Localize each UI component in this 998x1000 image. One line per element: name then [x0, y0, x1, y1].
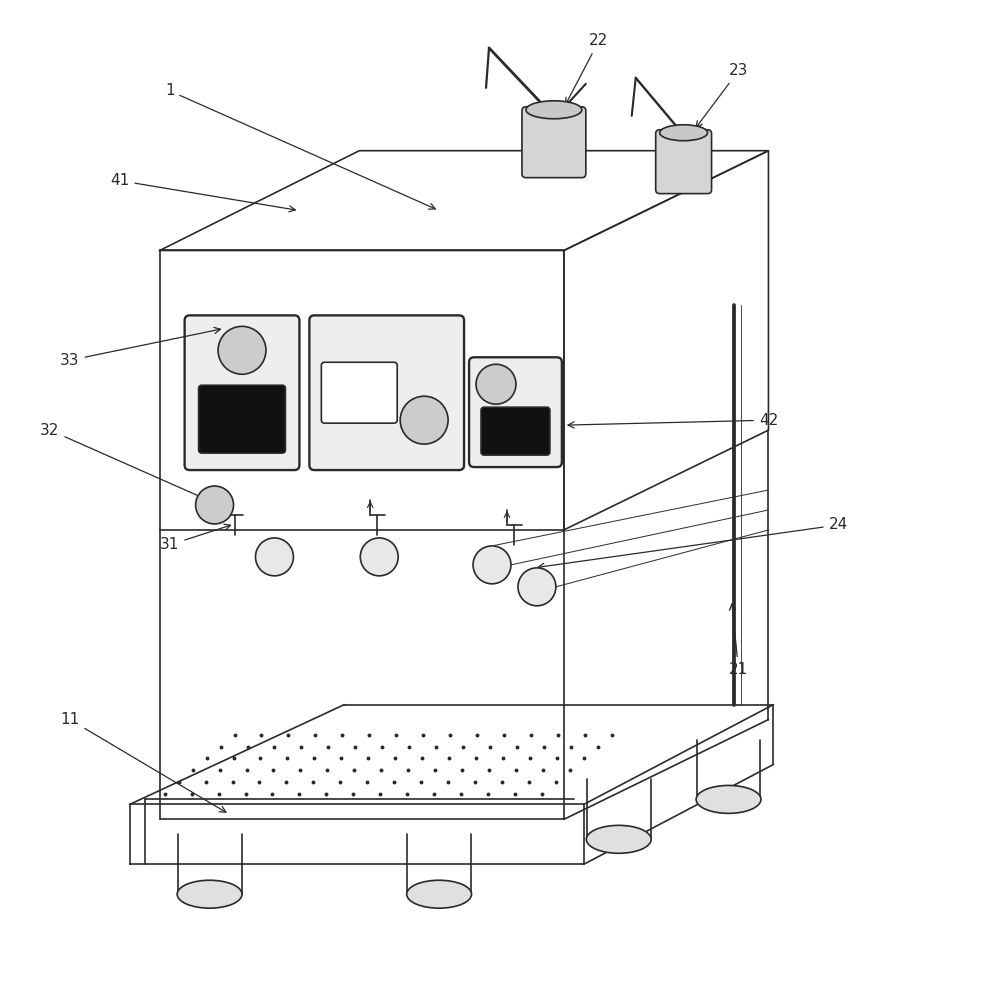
Text: 31: 31: [160, 524, 231, 552]
Text: 24: 24: [538, 517, 848, 569]
Circle shape: [476, 364, 516, 404]
Text: 32: 32: [40, 423, 211, 502]
Circle shape: [255, 538, 293, 576]
FancyBboxPatch shape: [481, 407, 550, 455]
FancyBboxPatch shape: [321, 362, 397, 423]
FancyBboxPatch shape: [656, 130, 712, 194]
Circle shape: [360, 538, 398, 576]
Ellipse shape: [406, 880, 471, 908]
FancyBboxPatch shape: [309, 315, 464, 470]
Text: 23: 23: [697, 63, 748, 127]
Text: 1: 1: [165, 83, 435, 209]
Text: 22: 22: [566, 33, 609, 104]
Text: 11: 11: [60, 712, 226, 812]
Text: 21: 21: [729, 604, 748, 677]
Circle shape: [218, 326, 265, 374]
FancyBboxPatch shape: [199, 385, 285, 453]
Text: 33: 33: [60, 327, 221, 368]
Text: 42: 42: [568, 413, 778, 428]
Ellipse shape: [697, 785, 760, 813]
Ellipse shape: [177, 880, 242, 908]
Circle shape: [473, 546, 511, 584]
Circle shape: [400, 396, 448, 444]
FancyBboxPatch shape: [469, 357, 562, 467]
FancyBboxPatch shape: [185, 315, 299, 470]
Ellipse shape: [660, 125, 708, 141]
Ellipse shape: [587, 825, 651, 853]
Circle shape: [518, 568, 556, 606]
FancyBboxPatch shape: [522, 107, 586, 178]
Text: 41: 41: [110, 173, 295, 212]
Circle shape: [196, 486, 234, 524]
Ellipse shape: [526, 101, 582, 119]
